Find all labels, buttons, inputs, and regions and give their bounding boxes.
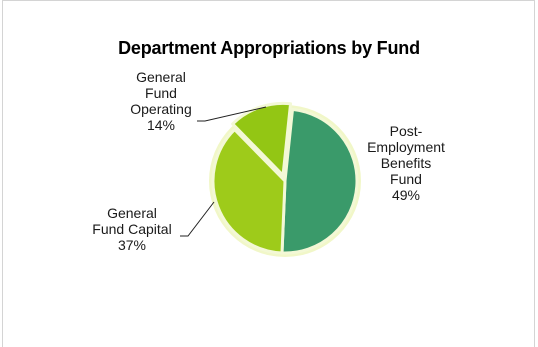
- leader-line-general-fund-capital: [180, 201, 215, 237]
- data-label-percent: 14%: [146, 117, 176, 133]
- pie-slice-post-employment-benefits-fund: [280, 107, 359, 255]
- data-label-line: Post-: [389, 123, 423, 139]
- data-label-line: General: [107, 205, 157, 221]
- data-label-line: Fund: [390, 171, 422, 187]
- data-label-post-employment-benefits-fund: Post- Employment Benefits Fund 49%: [358, 123, 454, 203]
- pie-slice-general-fund-capital: [211, 128, 287, 255]
- data-label-line: Operating: [130, 101, 192, 117]
- data-label-percent: 37%: [117, 237, 147, 253]
- data-label-line: Fund Capital: [92, 221, 172, 237]
- leader-line-general-fund-operating: [197, 106, 267, 122]
- data-label-general-fund-operating: General Fund Operating 14%: [122, 69, 200, 133]
- data-label-general-fund-capital: General Fund Capital 37%: [72, 205, 192, 253]
- chart-title: Department Appropriations by Fund: [118, 38, 420, 58]
- data-label-line: Benefits: [380, 155, 432, 171]
- data-label-line: General: [136, 69, 186, 85]
- data-label-percent: 49%: [391, 187, 421, 203]
- data-label-line: Employment: [367, 139, 445, 155]
- data-label-line: Fund: [145, 85, 177, 101]
- pie-slice-general-fund-operating: [231, 101, 293, 177]
